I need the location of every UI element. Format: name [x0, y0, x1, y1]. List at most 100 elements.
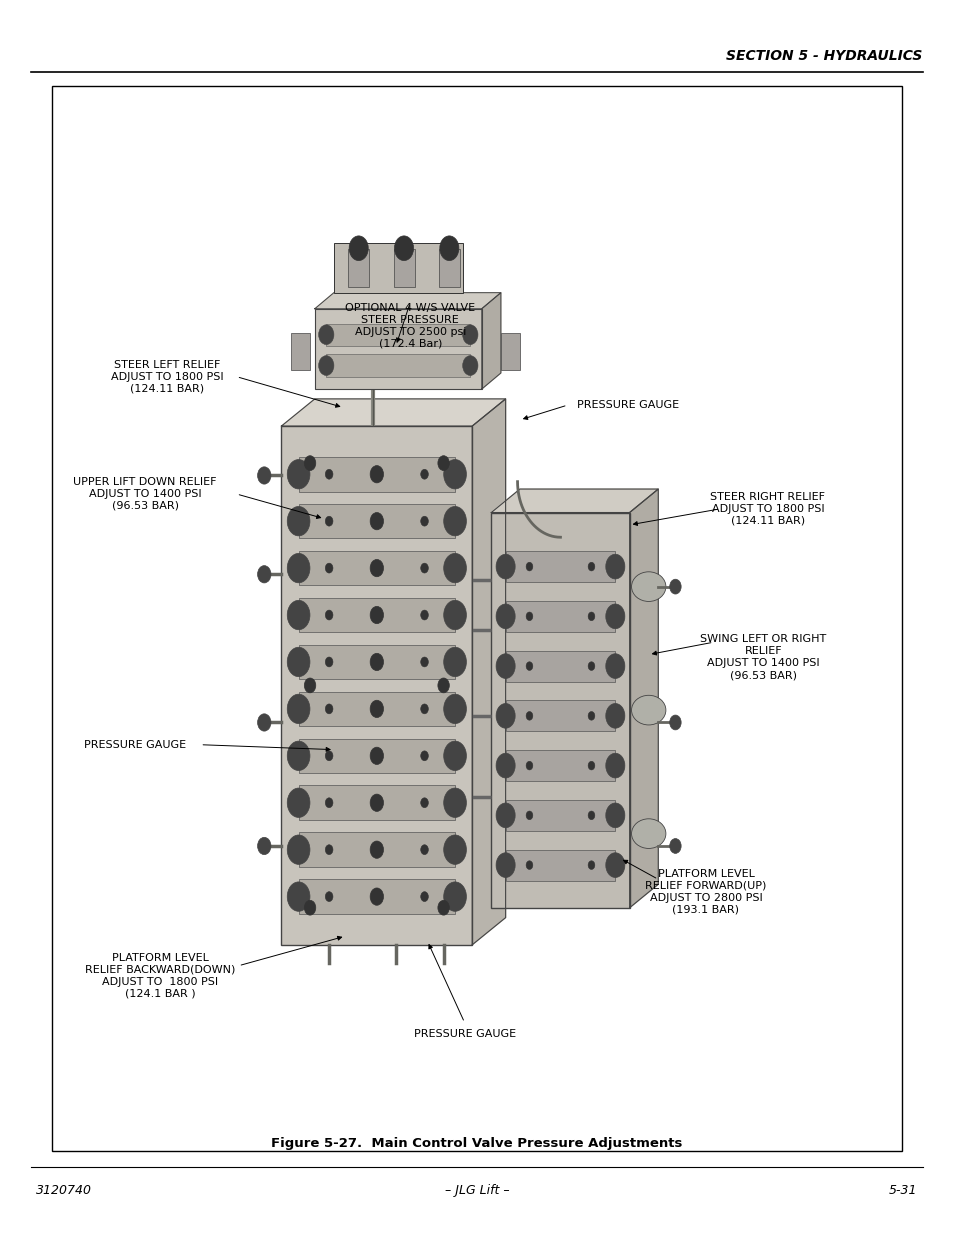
Bar	[505, 651, 615, 682]
Circle shape	[587, 562, 595, 571]
Circle shape	[325, 657, 333, 667]
Circle shape	[287, 835, 310, 864]
Circle shape	[443, 647, 466, 677]
Circle shape	[325, 610, 333, 620]
Circle shape	[420, 610, 428, 620]
Circle shape	[496, 852, 515, 877]
Circle shape	[437, 456, 449, 471]
Circle shape	[605, 653, 624, 678]
Circle shape	[370, 466, 383, 483]
Circle shape	[420, 798, 428, 808]
Circle shape	[526, 613, 533, 621]
Polygon shape	[629, 489, 658, 908]
Circle shape	[526, 811, 533, 820]
Circle shape	[526, 711, 533, 720]
Text: – JLG Lift –: – JLG Lift –	[444, 1184, 509, 1197]
Circle shape	[287, 694, 310, 724]
Circle shape	[370, 700, 383, 718]
Circle shape	[605, 704, 624, 729]
Circle shape	[395, 236, 414, 261]
Circle shape	[496, 653, 515, 678]
Circle shape	[587, 811, 595, 820]
Circle shape	[370, 747, 383, 764]
Circle shape	[287, 788, 310, 818]
Circle shape	[420, 751, 428, 761]
Bar	[298, 551, 455, 585]
Circle shape	[462, 356, 477, 375]
Circle shape	[420, 892, 428, 902]
Circle shape	[325, 845, 333, 855]
Circle shape	[443, 741, 466, 771]
Circle shape	[370, 513, 383, 530]
Circle shape	[605, 803, 624, 827]
Circle shape	[605, 555, 624, 579]
Circle shape	[443, 835, 466, 864]
Circle shape	[496, 753, 515, 778]
Circle shape	[587, 761, 595, 769]
Text: SWING LEFT OR RIGHT
RELIEF
ADJUST TO 1400 PSI
(96.53 BAR): SWING LEFT OR RIGHT RELIEF ADJUST TO 140…	[700, 634, 825, 680]
Circle shape	[287, 459, 310, 489]
Bar	[500, 333, 519, 370]
Circle shape	[526, 861, 533, 869]
Ellipse shape	[631, 819, 665, 848]
Bar	[326, 324, 470, 346]
Circle shape	[287, 741, 310, 771]
Bar	[393, 249, 414, 287]
Circle shape	[420, 516, 428, 526]
Circle shape	[370, 794, 383, 811]
Circle shape	[257, 714, 271, 731]
Circle shape	[443, 506, 466, 536]
Text: 3120740: 3120740	[36, 1184, 92, 1197]
Circle shape	[420, 563, 428, 573]
Circle shape	[526, 662, 533, 671]
Bar	[505, 850, 615, 881]
Circle shape	[287, 506, 310, 536]
Circle shape	[496, 803, 515, 827]
Circle shape	[443, 459, 466, 489]
Circle shape	[462, 325, 477, 345]
Bar	[505, 700, 615, 731]
Bar	[491, 513, 629, 908]
Circle shape	[420, 845, 428, 855]
Text: PRESSURE GAUGE: PRESSURE GAUGE	[413, 1029, 516, 1039]
Circle shape	[370, 888, 383, 905]
Circle shape	[587, 711, 595, 720]
Ellipse shape	[631, 695, 665, 725]
Text: PLATFORM LEVEL
RELIEF FORWARD(UP)
ADJUST TO 2800 PSI
(193.1 BAR): PLATFORM LEVEL RELIEF FORWARD(UP) ADJUST…	[644, 868, 766, 915]
Circle shape	[304, 678, 315, 693]
Circle shape	[437, 900, 449, 915]
Circle shape	[325, 751, 333, 761]
Circle shape	[443, 882, 466, 911]
Circle shape	[325, 469, 333, 479]
Circle shape	[526, 761, 533, 769]
Circle shape	[370, 841, 383, 858]
Circle shape	[496, 555, 515, 579]
Bar	[298, 879, 455, 914]
Circle shape	[496, 604, 515, 629]
Circle shape	[325, 704, 333, 714]
Bar	[298, 504, 455, 538]
Circle shape	[605, 753, 624, 778]
Circle shape	[257, 837, 271, 855]
Circle shape	[526, 562, 533, 571]
Circle shape	[443, 600, 466, 630]
Text: PLATFORM LEVEL
RELIEF BACKWARD(DOWN)
ADJUST TO  1800 PSI
(124.1 BAR ): PLATFORM LEVEL RELIEF BACKWARD(DOWN) ADJ…	[85, 952, 235, 999]
Circle shape	[287, 882, 310, 911]
Polygon shape	[314, 293, 500, 309]
Circle shape	[437, 678, 449, 693]
Bar	[298, 692, 455, 726]
Circle shape	[443, 553, 466, 583]
Bar	[505, 601, 615, 632]
Polygon shape	[281, 399, 505, 426]
Circle shape	[287, 600, 310, 630]
Circle shape	[587, 613, 595, 621]
Bar	[298, 457, 455, 492]
Bar	[505, 800, 615, 831]
Text: UPPER LIFT DOWN RELIEF
ADJUST TO 1400 PSI
(96.53 BAR): UPPER LIFT DOWN RELIEF ADJUST TO 1400 PS…	[73, 477, 216, 511]
Circle shape	[257, 467, 271, 484]
Circle shape	[370, 653, 383, 671]
Bar	[281, 426, 472, 945]
Text: STEER RIGHT RELIEF
ADJUST TO 1800 PSI
(124.11 BAR): STEER RIGHT RELIEF ADJUST TO 1800 PSI (1…	[710, 492, 824, 526]
Bar	[314, 309, 481, 389]
Text: PRESSURE GAUGE: PRESSURE GAUGE	[577, 400, 679, 410]
